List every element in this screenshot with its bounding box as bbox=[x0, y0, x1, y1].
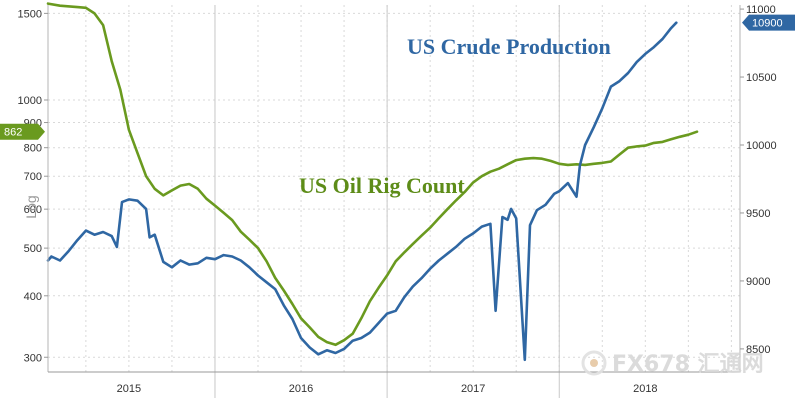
watermark-logo-icon bbox=[581, 350, 607, 376]
rig-count-last-value: 862 bbox=[4, 127, 22, 139]
annotation-rig-count: US Oil Rig Count bbox=[299, 173, 465, 198]
right-tick-label: 9500 bbox=[746, 208, 770, 220]
watermark: FX678 汇通网 bbox=[581, 350, 764, 377]
x-tick-label: 2018 bbox=[633, 383, 657, 395]
series-lines bbox=[46, 2, 699, 362]
left-tick-label: 1000 bbox=[18, 95, 42, 107]
crude-production-line bbox=[46, 21, 678, 362]
watermark-text: FX678 汇通网 bbox=[612, 352, 764, 377]
x-tick-label: 2015 bbox=[117, 383, 141, 395]
left-tick-label: 400 bbox=[24, 291, 42, 303]
right-tick-label: 11000 bbox=[746, 4, 776, 16]
right-tick-label: 10000 bbox=[746, 140, 777, 152]
x-tick-label: 2017 bbox=[461, 383, 485, 395]
crude-production-badge-shape bbox=[742, 14, 795, 31]
left-tick-label: 500 bbox=[24, 243, 42, 255]
right-tick-label: 8500 bbox=[746, 344, 770, 356]
right-tick-label: 10500 bbox=[746, 72, 777, 84]
rig-count-line bbox=[46, 2, 699, 347]
left-tick-label: 600 bbox=[24, 204, 42, 216]
left-tick-label: 700 bbox=[24, 171, 42, 183]
left-axis-label: Log bbox=[23, 195, 39, 218]
crude-production-last-value: 10900 bbox=[752, 18, 783, 30]
year-dividers bbox=[214, 5, 560, 398]
x-tick-label: 2016 bbox=[289, 383, 313, 395]
right-axis-ticks: 8500 9000 9500 10000 10500 11000 bbox=[740, 4, 777, 356]
rig-count-last-value-badge: 862 bbox=[0, 123, 45, 140]
rig-count-badge-shape bbox=[0, 123, 45, 140]
x-axis-ticks: 2015 2016 2017 2018 bbox=[117, 383, 658, 395]
annotation-crude-production: US Crude Production bbox=[407, 34, 611, 59]
left-tick-label: 1500 bbox=[18, 8, 42, 20]
left-tick-label: 300 bbox=[24, 352, 42, 364]
left-tick-label: 800 bbox=[24, 143, 42, 155]
watermark-logo-dot-icon bbox=[590, 359, 598, 367]
crude-production-last-value-badge: 10900 bbox=[742, 14, 795, 31]
right-tick-label: 9000 bbox=[746, 276, 770, 288]
